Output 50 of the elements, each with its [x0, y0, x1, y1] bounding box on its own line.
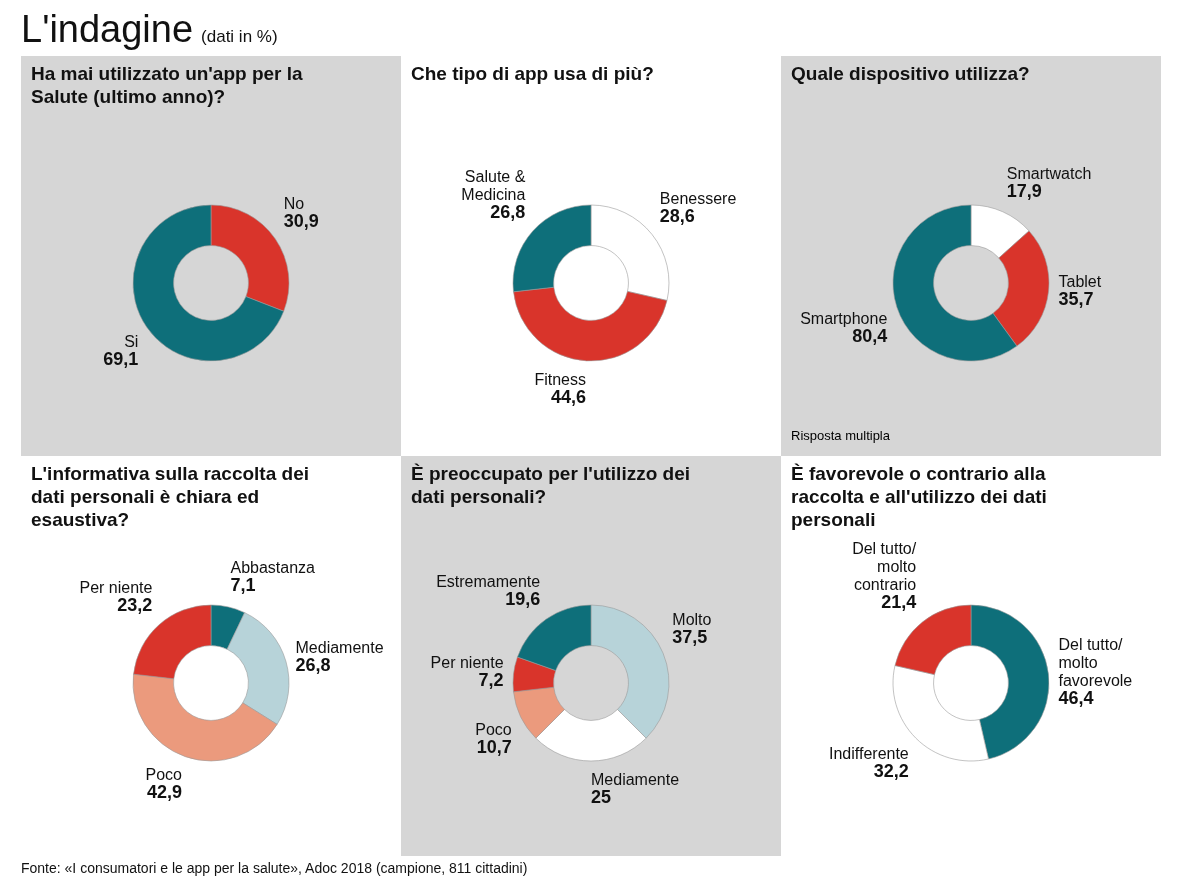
slice-label: Si	[124, 332, 139, 350]
data-label: 44,6	[550, 386, 587, 407]
data-label: 35,7	[1058, 289, 1094, 310]
data-label: 21,4	[881, 592, 917, 613]
slice-label: Del tutto/ molto contrario	[852, 540, 917, 594]
data-label: 23,2	[117, 595, 153, 616]
slice-label: Smartwatch	[1006, 164, 1092, 182]
data-label: 19,6	[505, 589, 541, 610]
slice-label: Molto	[672, 611, 712, 629]
text: (dati in %)	[201, 27, 278, 47]
source-note: Fonte: «I consumatori e le app per la salute», Adoc 2018 (campione, 811 cittadini)	[21, 860, 529, 876]
data-label: 42,9	[146, 782, 182, 803]
slice-label: Fitness	[534, 370, 587, 388]
data-label: 26,8	[490, 202, 526, 223]
chart-title: L'informativa sulla raccolta dei dati personali è chiara ed esaustiva?	[31, 462, 310, 532]
data-label: 30,9	[283, 211, 319, 232]
slice-label: Poco	[145, 766, 183, 784]
data-label: 25	[591, 787, 612, 807]
slice-label: Estremamente	[436, 573, 541, 591]
slice-label: Smartphone	[800, 310, 888, 328]
data-label: 28,6	[659, 206, 695, 227]
slice-label: Per niente	[430, 654, 504, 672]
slice-label: Benessere	[659, 190, 737, 208]
data-label: 37,5	[672, 627, 708, 648]
slice-label: Abbastanza	[230, 559, 316, 577]
chart-title: Ha mai utilizzato un'app per la Salute (ultimo anno)?	[31, 62, 304, 109]
slice-label: No	[283, 195, 305, 213]
text: Risposta multipla	[791, 428, 890, 443]
text: L'indagine	[21, 8, 194, 51]
data-label: 69,1	[103, 348, 139, 369]
slice-label: Tablet	[1058, 273, 1102, 291]
slice-label: Poco	[475, 721, 512, 739]
data-label: 26,8	[295, 655, 331, 676]
slice-label: Mediamente	[295, 639, 384, 657]
data-label: 17,9	[1006, 180, 1042, 201]
chart-title: Quale dispositivo utilizza?	[791, 62, 1031, 86]
data-label: 80,4	[852, 326, 888, 347]
slice-label: Salute & Medicina	[461, 168, 526, 204]
data-label: 46,4	[1058, 688, 1094, 709]
slice-label: Per niente	[79, 579, 153, 597]
data-label: 10,7	[476, 737, 512, 758]
slice-label: Indifferente	[829, 745, 909, 763]
data-label: 32,2	[873, 761, 909, 782]
slice-label: Del tutto/ molto favorevole	[1058, 636, 1133, 690]
chart-title: Che tipo di app usa di più?	[411, 62, 655, 86]
slice-label: Mediamente	[591, 771, 680, 788]
data-label: 7,1	[230, 575, 256, 596]
chart-title: È favorevole o contrario alla raccolta e all'utilizzo dei dati personali	[791, 462, 1048, 532]
data-label: 7,2	[478, 670, 504, 691]
chart-title: È preoccupato per l'utilizzo dei dati personali?	[411, 462, 691, 509]
